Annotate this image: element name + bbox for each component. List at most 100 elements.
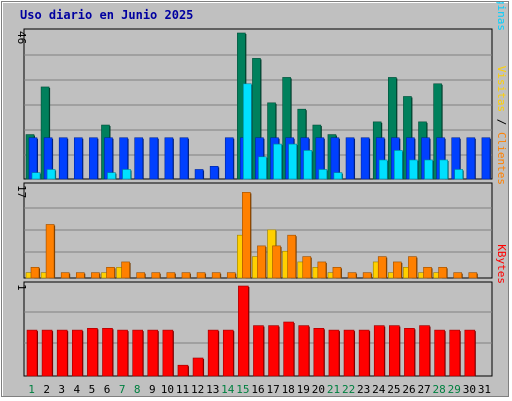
x-tick-label-21: 21: [327, 383, 340, 396]
bar-archivos-day-11: [179, 137, 189, 180]
bar-kbytes-day-9: [147, 329, 159, 377]
x-tick-label-27: 27: [417, 383, 430, 396]
bar-kbytes-day-7: [117, 329, 128, 377]
x-tick-label-13: 13: [206, 383, 219, 396]
panel-top-series-label: Accesos / Archivos / Páginas: [495, 2, 508, 31]
bar-clientes-day-17: [272, 245, 281, 279]
bar-páginas-day-2: [46, 169, 56, 180]
bar-archivos-day-31: [481, 137, 491, 180]
bar-páginas-day-7: [122, 169, 131, 180]
bar-clientes-day-18: [287, 234, 296, 279]
panel-middle-ymax-label: 17: [15, 185, 28, 198]
bar-clientes-day-10: [166, 272, 176, 279]
bar-kbytes-day-25: [389, 325, 400, 377]
x-tick-label-28: 28: [433, 383, 446, 396]
bar-kbytes-day-5: [87, 327, 98, 377]
bar-kbytes-day-24: [373, 325, 385, 377]
panel-bottom-series-label: KBytes: [495, 244, 508, 284]
bar-kbytes-day-30: [464, 329, 476, 377]
bar-kbytes-day-19: [298, 325, 310, 377]
bar-kbytes-day-4: [71, 329, 83, 377]
chart-title: Uso diario en Junio 2025: [20, 8, 194, 22]
x-tick-label-6: 6: [104, 383, 111, 396]
usage-chart: 46Accesos / Archivos / Páginas17Visitas …: [15, 2, 508, 396]
bar-páginas-day-24: [378, 159, 388, 180]
bar-clientes-day-30: [468, 272, 478, 279]
bar-páginas-day-19: [303, 150, 313, 180]
x-tick-label-5: 5: [89, 383, 96, 396]
bar-kbytes-day-14: [222, 329, 234, 377]
x-tick-label-1: 1: [28, 383, 35, 396]
bar-kbytes-day-17: [268, 325, 279, 377]
bar-archivos-day-12: [194, 169, 204, 180]
bar-páginas-day-26: [409, 159, 418, 180]
bar-kbytes-day-13: [207, 329, 219, 377]
x-tick-label-12: 12: [191, 383, 204, 396]
x-tick-label-9: 9: [149, 383, 156, 396]
bar-kbytes-day-2: [41, 329, 53, 377]
bar-páginas-day-6: [107, 172, 116, 180]
bar-clientes-day-12: [196, 272, 206, 279]
bar-páginas-day-18: [288, 143, 297, 180]
bar-páginas-day-15: [243, 83, 252, 180]
bar-clientes-day-9: [151, 272, 161, 279]
x-tick-label-20: 20: [312, 383, 325, 396]
x-tick-label-15: 15: [236, 383, 249, 396]
bar-clientes-day-11: [181, 272, 191, 279]
bar-clientes-day-5: [91, 272, 100, 279]
x-tick-label-22: 22: [342, 383, 355, 396]
bar-kbytes-day-18: [283, 321, 294, 377]
bar-páginas-day-29: [454, 169, 464, 180]
bar-clientes-day-1: [30, 266, 40, 279]
x-tick-label-7: 7: [119, 383, 126, 396]
bar-clientes-day-27: [423, 266, 432, 279]
x-tick-label-3: 3: [58, 383, 65, 396]
bar-archivos-day-5: [89, 137, 98, 180]
x-tick-label-17: 17: [266, 383, 279, 396]
bar-clientes-day-3: [60, 272, 70, 279]
bar-clientes-day-19: [302, 256, 312, 279]
bar-clientes-day-2: [45, 224, 55, 279]
bar-clientes-day-24: [377, 256, 387, 279]
bar-archivos-day-23: [360, 137, 370, 180]
bar-kbytes-day-6: [102, 327, 113, 377]
bar-páginas-day-16: [258, 156, 267, 180]
x-tick-label-14: 14: [221, 383, 235, 396]
x-tick-label-19: 19: [297, 383, 310, 396]
bar-kbytes-day-20: [313, 327, 325, 377]
bar-kbytes-day-3: [56, 329, 68, 377]
bar-kbytes-day-10: [162, 329, 174, 377]
bar-kbytes-day-16: [253, 325, 264, 377]
bar-páginas-day-17: [273, 143, 282, 180]
bar-clientes-day-7: [121, 261, 130, 279]
bar-páginas-day-27: [424, 159, 433, 180]
bar-kbytes-day-12: [192, 357, 204, 377]
bar-clientes-day-4: [75, 272, 85, 279]
bar-clientes-day-14: [226, 272, 236, 279]
bar-archivos-day-10: [164, 137, 174, 180]
legend-text: KBytes: [495, 244, 508, 284]
x-tick-label-26: 26: [402, 383, 415, 396]
x-tick-label-18: 18: [282, 383, 295, 396]
bar-clientes-day-28: [438, 266, 447, 279]
bar-kbytes-day-27: [419, 325, 430, 377]
bar-kbytes-day-29: [449, 329, 461, 377]
bar-kbytes-day-1: [26, 329, 38, 377]
x-tick-label-31: 31: [478, 383, 491, 396]
bar-páginas-day-28: [439, 159, 448, 180]
bar-clientes-day-13: [211, 272, 221, 279]
bar-clientes-day-23: [362, 272, 372, 279]
bar-páginas-day-25: [394, 150, 403, 180]
bar-archivos-day-22: [345, 137, 355, 180]
bar-archivos-day-3: [58, 137, 68, 180]
legend-text: Visitas: [495, 66, 508, 112]
x-tick-label-30: 30: [463, 383, 476, 396]
x-tick-label-24: 24: [372, 383, 386, 396]
bar-clientes-day-6: [106, 266, 115, 279]
panel-top-ymax-label: 46: [15, 31, 28, 44]
bar-kbytes-day-8: [132, 329, 143, 377]
bar-clientes-day-21: [332, 266, 342, 279]
bar-kbytes-day-21: [328, 329, 340, 377]
bar-páginas-day-1: [31, 172, 41, 180]
bar-kbytes-day-15: [238, 285, 249, 377]
